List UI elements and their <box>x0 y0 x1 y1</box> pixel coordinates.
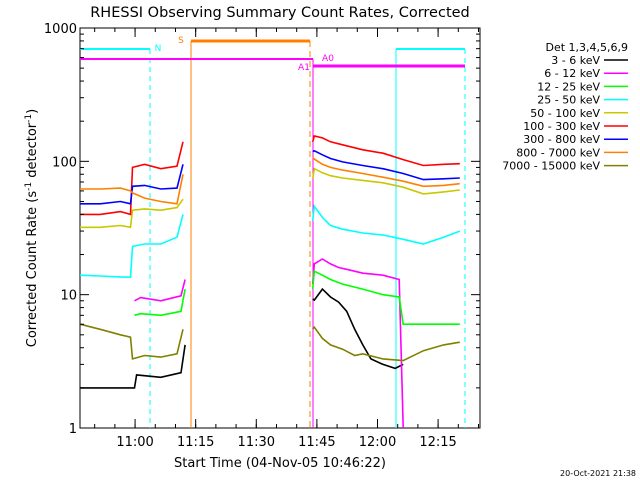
state-label-A0: A0 <box>322 54 334 64</box>
plot-frame <box>79 27 481 429</box>
x-tick-label: 11:00 <box>116 435 153 450</box>
legend-label: 50 - 100 keV <box>530 107 600 120</box>
state-label-S: S <box>178 36 184 46</box>
series-line-3 <box>311 269 460 326</box>
series-line-2 <box>134 279 186 302</box>
series-line-9 <box>79 323 184 360</box>
x-tick-label: 11:30 <box>238 435 275 450</box>
legend-label: 6 - 12 keV <box>544 67 600 80</box>
y-tick-label: 1000 <box>44 22 77 37</box>
series-line-1 <box>80 344 186 389</box>
legend-label: 3 - 6 keV <box>551 54 600 67</box>
series-line-8 <box>312 156 460 188</box>
series-line-7 <box>312 149 460 181</box>
series-lines <box>79 135 461 429</box>
x-tick-label: 12:15 <box>419 435 456 450</box>
state-label-N: N <box>155 44 162 54</box>
series-line-3 <box>134 288 186 317</box>
series-line-5 <box>80 198 184 229</box>
legend-label: 800 - 7000 keV <box>516 146 600 159</box>
series-line-8 <box>80 174 184 205</box>
legend-label: 7000 - 15000 keV <box>502 160 600 173</box>
plot-area <box>79 27 481 429</box>
x-axis-label: Start Time (04-Nov-05 10:46:22) <box>174 456 386 471</box>
y-axis-label-sup1: -1 <box>24 182 34 191</box>
x-tick-label: 12:00 <box>359 435 396 450</box>
series-line-6 <box>311 135 460 167</box>
legend-label: 12 - 25 keV <box>537 80 600 93</box>
legend-label: 25 - 50 keV <box>537 94 600 107</box>
y-tick-label: 1 <box>69 422 77 437</box>
y-axis-label-main: Corrected Count Rate (s <box>25 191 40 348</box>
series-line-2 <box>311 258 404 429</box>
y-axis-label-end: ) <box>25 109 40 114</box>
y-axis-label-mid: detector <box>25 122 40 182</box>
legend-label: 100 - 300 keV <box>523 120 600 133</box>
y-tick-label: 100 <box>52 155 77 170</box>
series-line-1 <box>312 287 404 370</box>
series-line-4 <box>311 204 461 245</box>
y-axis-label: Corrected Count Rate (s-1 detector-1) <box>24 109 40 347</box>
legend-title: Det 1,3,4,5,6,9 <box>545 41 628 54</box>
y-axis-label-sup2: -1 <box>24 114 34 123</box>
series-line-6 <box>80 141 184 216</box>
series-line-5 <box>311 167 460 195</box>
legend-label: 300 - 800 keV <box>523 133 600 146</box>
x-tick-label: 11:15 <box>177 435 214 450</box>
axes: 1 10 100 1000 11:00 11:15 11:30 11:45 12:00 12:15 <box>44 22 480 450</box>
x-tick-label: 11:45 <box>298 435 335 450</box>
y-tick-label: 10 <box>60 289 77 304</box>
footer-timestamp: 20-Oct-2021 21:38 <box>560 469 636 478</box>
series-line-4 <box>79 214 184 279</box>
chart-title: RHESSI Observing Summary Count Rates, Co… <box>90 5 470 21</box>
series-line-9 <box>312 325 460 362</box>
series-line-7 <box>80 164 184 205</box>
state-labels: N S A1 A0 <box>155 36 335 73</box>
state-label-A1: A1 <box>298 63 310 73</box>
